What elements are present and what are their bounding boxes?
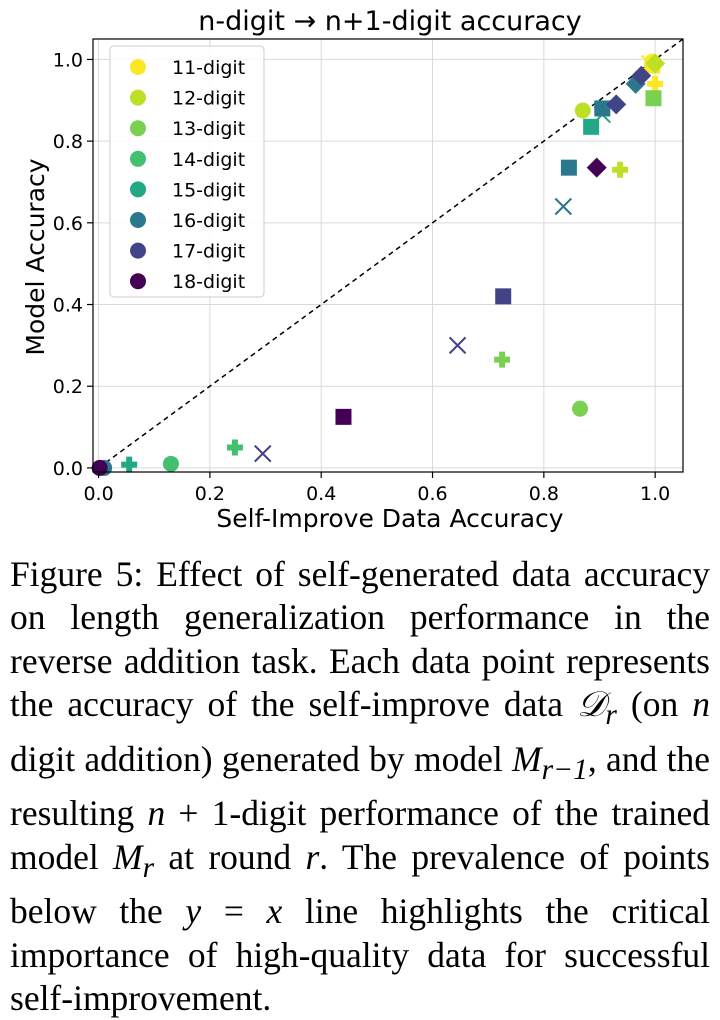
data-point-12-digit-diamond — [645, 53, 666, 74]
x-axis-label: Self-Improve Data Accuracy — [216, 504, 563, 533]
caption-math-subscript: r — [142, 851, 155, 884]
data-point-14-digit-plus — [226, 439, 243, 456]
data-point-13-digit-square — [645, 90, 662, 107]
caption-math-subscript: r — [605, 699, 617, 732]
caption-math: M — [512, 738, 542, 779]
chart-title: n-digit → n+1-digit accuracy — [198, 6, 581, 37]
legend-label-12-digit: 12-digit — [172, 88, 245, 110]
data-point-15-digit-plus — [121, 456, 138, 473]
legend-label-14-digit: 14-digit — [172, 149, 245, 171]
y-tick-label: 0.0 — [53, 458, 83, 480]
caption-text: Figure 5: Effect of self-generated data … — [10, 554, 710, 725]
caption-math: y — [185, 891, 202, 932]
data-point-16-digit-square — [560, 159, 577, 176]
x-tick-label: 0.2 — [195, 483, 225, 505]
caption-math: 𝒟 — [577, 684, 606, 725]
x-tick-label: 0.0 — [83, 483, 113, 505]
y-tick-label: 0.4 — [53, 295, 83, 317]
data-point-17-digit-diamond — [631, 65, 652, 86]
caption-text: digit addition) generated by model — [10, 738, 513, 779]
y-tick-label: 0.8 — [53, 131, 83, 153]
data-point-17-digit-diamond — [606, 94, 627, 115]
figure-caption: Figure 5: Effect of self-generated data … — [10, 553, 710, 1020]
data-point-17-digit-square — [495, 288, 512, 305]
y-tick-label: 0.2 — [53, 376, 83, 398]
legend-marker-17-digit — [130, 242, 146, 259]
caption-math: x — [266, 891, 283, 932]
data-point-18-digit-square — [335, 408, 352, 425]
y-axis-label: Model Accuracy — [21, 158, 50, 355]
legend: 11-digit 12-digit 13-digit 14-digit 15-digit… — [109, 45, 265, 298]
x-tick-label: 0.4 — [306, 483, 336, 505]
legend-label-13-digit: 13-digit — [172, 118, 245, 140]
data-point-11-digit-plus — [647, 75, 664, 92]
legend-label-18-digit: 18-digit — [172, 271, 245, 293]
data-point-18-digit-diamond — [586, 157, 607, 178]
legend-box — [109, 45, 265, 298]
plot-area-frame — [92, 38, 684, 473]
data-points — [91, 53, 666, 476]
data-point-12-digit-plus — [612, 161, 629, 178]
data-point-13-digit-circle — [572, 400, 589, 417]
caption-math: n — [692, 684, 710, 725]
y-tick-label: 0.6 — [53, 213, 83, 235]
legend-marker-15-digit — [130, 181, 146, 198]
x-tick-label: 0.8 — [529, 483, 559, 505]
axis-ticks: 0.0 0.2 0.4 0.6 0.8 1.0 0.0 0.2 0.4 0.6 0.8 1.0 — [53, 49, 670, 505]
data-point-17-digit-x — [254, 444, 272, 463]
caption-math-subscript: r−1 — [541, 753, 588, 786]
data-point-18-digit-circle — [91, 459, 108, 476]
legend-marker-13-digit — [130, 120, 146, 137]
x-tick-label: 1.0 — [640, 483, 670, 505]
legend-label-17-digit: 17-digit — [172, 241, 245, 263]
y-tick-label: 1.0 — [53, 49, 83, 71]
legend-label-16-digit: 16-digit — [172, 210, 245, 232]
data-point-14-digit-circle — [162, 455, 179, 472]
legend-label-15-digit: 15-digit — [172, 179, 245, 201]
caption-text: at round — [154, 836, 306, 877]
caption-text: . The prevalence of points below the — [10, 836, 710, 932]
data-point-13-digit-plus — [494, 351, 511, 368]
caption-math: r — [305, 836, 320, 877]
caption-math: M — [113, 836, 143, 877]
caption-text: = — [201, 891, 267, 932]
data-point-12-digit-circle — [574, 102, 591, 119]
legend-marker-12-digit — [130, 89, 146, 106]
caption-text: (on — [616, 684, 693, 725]
legend-marker-18-digit — [130, 273, 146, 290]
x-tick-label: 0.6 — [417, 483, 447, 505]
data-point-16-digit-x — [554, 197, 573, 216]
legend-marker-14-digit — [130, 150, 146, 167]
caption-math: n — [147, 793, 166, 834]
legend-marker-11-digit — [130, 59, 146, 75]
caption-text: , and the resulting — [10, 738, 710, 834]
data-point-17-digit-x — [448, 336, 467, 355]
caption-text: + 1-digit performance of the trained mod… — [10, 793, 711, 877]
legend-marker-16-digit — [130, 212, 146, 228]
scatter-chart: n-digit → n+1-digit accuracy 0.0 0.2 0.4 0.… — [21, 6, 684, 533]
legend-label-11-digit: 11-digit — [172, 57, 245, 79]
